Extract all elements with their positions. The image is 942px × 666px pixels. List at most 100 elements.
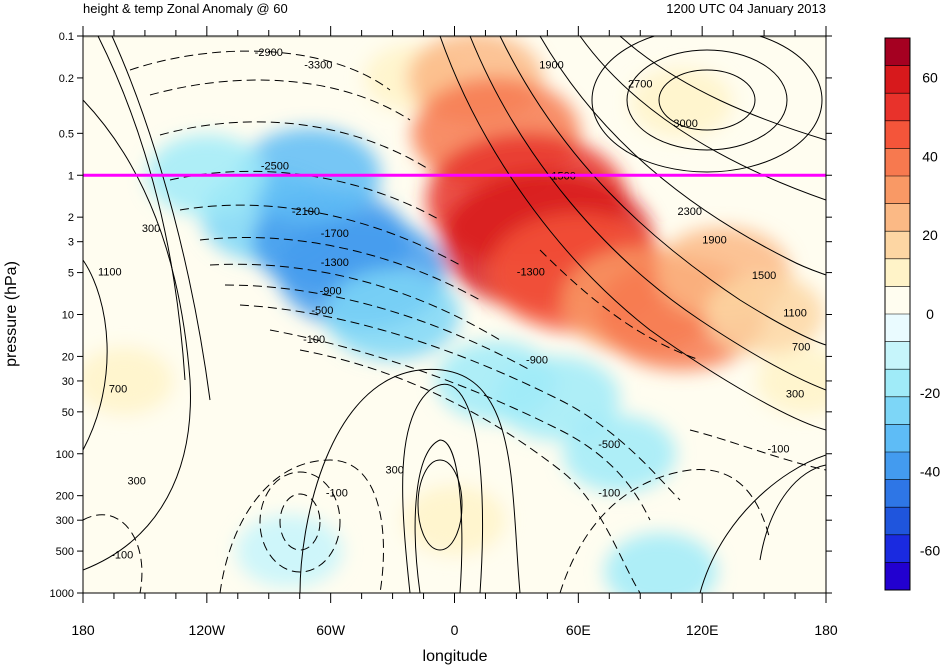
contour-label: -3300 bbox=[304, 59, 332, 71]
colorbar-tick-label: -20 bbox=[920, 385, 940, 401]
contour-label: 1100 bbox=[783, 308, 807, 320]
colorbar-tick-label: 40 bbox=[922, 148, 938, 164]
left-title: height & temp Zonal Anomaly @ 60 bbox=[83, 1, 288, 16]
contour-label: -900 bbox=[526, 354, 548, 366]
colorbar-swatch bbox=[885, 286, 910, 315]
temperature-anomaly-field bbox=[83, 36, 826, 593]
y-tick-label: 0.1 bbox=[59, 31, 74, 43]
y-tick-label: 5 bbox=[68, 268, 74, 280]
colorbar-swatch bbox=[885, 452, 910, 481]
contour-label: 300 bbox=[385, 465, 403, 477]
contour-label: 1500 bbox=[752, 270, 776, 282]
y-axis: 0.1 0.2 0.5 1 2 3 5 10 20 30 50 100 200 300 500 1000 bbox=[50, 31, 832, 600]
contour-label: 700 bbox=[792, 342, 810, 354]
anomaly-cell bbox=[403, 485, 506, 556]
colorbar-tick-label: 0 bbox=[926, 306, 934, 322]
contour-label: 1900 bbox=[539, 59, 563, 71]
contour-label: 1900 bbox=[702, 235, 726, 247]
anomaly-cell bbox=[325, 269, 461, 360]
anomaly-cell bbox=[756, 347, 826, 415]
y-tick-label: 2 bbox=[68, 212, 74, 224]
y-axis-label: pressure (hPa) bbox=[3, 261, 20, 367]
contour-labels: -2900-3300190027003000-2500-1500-2100230… bbox=[98, 47, 810, 562]
x-tick-label: 0 bbox=[451, 622, 459, 638]
y-tick-label: 0.5 bbox=[59, 128, 74, 140]
colorbar-frame bbox=[884, 37, 911, 591]
contour-label: 300 bbox=[127, 475, 145, 487]
x-tick-label: 120E bbox=[686, 622, 719, 638]
colorbar-swatch bbox=[885, 424, 910, 453]
colorbar-swatch bbox=[885, 231, 910, 260]
x-tick-label: 60E bbox=[566, 622, 591, 638]
y-tick-label: 300 bbox=[56, 515, 74, 527]
colorbar-tick-label: 60 bbox=[922, 69, 938, 85]
x-tick-label: 180 bbox=[814, 622, 838, 638]
colorbar-tick-label: -60 bbox=[920, 543, 940, 559]
anomaly-cell bbox=[630, 67, 733, 138]
y-tick-label: 20 bbox=[62, 351, 74, 363]
contour-label: -2100 bbox=[292, 206, 320, 218]
contour-label: 2700 bbox=[628, 79, 652, 91]
plot-area: -2900-3300190027003000-2500-1500-2100230… bbox=[83, 36, 826, 593]
colorbar-swatch bbox=[885, 479, 910, 508]
right-title: 1200 UTC 04 January 2013 bbox=[666, 1, 826, 16]
y-tick-label: 50 bbox=[62, 407, 74, 419]
colorbar-swatch bbox=[885, 258, 910, 287]
colorbar-swatch bbox=[885, 341, 910, 370]
contour-label: -100 bbox=[303, 334, 325, 346]
x-tick-label: 60W bbox=[316, 622, 346, 638]
contour-label: -1300 bbox=[321, 257, 349, 269]
contour-label: -2900 bbox=[255, 47, 283, 59]
colorbar-swatch bbox=[885, 314, 910, 343]
colorbar-swatch bbox=[885, 93, 910, 122]
colorbar: 60 40 20 0 -20 -40 -60 bbox=[884, 37, 940, 591]
contour-label: 1100 bbox=[98, 266, 122, 278]
contour-label: -500 bbox=[311, 305, 333, 317]
contour-label: -2500 bbox=[261, 160, 289, 172]
x-tick-label: 180 bbox=[71, 622, 95, 638]
colorbar-swatch bbox=[885, 65, 910, 94]
contour-label: 700 bbox=[109, 384, 127, 396]
colorbar-swatch bbox=[885, 176, 910, 205]
y-tick-label: 200 bbox=[56, 491, 74, 503]
colorbar-swatch bbox=[885, 120, 910, 149]
colorbar-swatch bbox=[885, 369, 910, 398]
contour-label: -900 bbox=[320, 285, 342, 297]
colorbar-swatch bbox=[885, 507, 910, 536]
y-tick-label: 100 bbox=[56, 449, 74, 461]
y-tick-label: 1000 bbox=[50, 588, 74, 600]
colorbar-swatch bbox=[885, 562, 910, 591]
anomaly-cell bbox=[563, 415, 677, 493]
colorbar-swatch bbox=[885, 148, 910, 177]
contour-label: -100 bbox=[598, 488, 620, 500]
y-tick-label: 30 bbox=[62, 376, 74, 388]
contour-label: -500 bbox=[598, 439, 620, 451]
anomaly-cell bbox=[495, 356, 620, 441]
y-tick-label: 0.2 bbox=[59, 73, 74, 85]
height-contours bbox=[83, 36, 826, 593]
anomaly-cell bbox=[83, 347, 174, 415]
contour-label: -100 bbox=[111, 550, 133, 562]
x-tick-label: 120W bbox=[189, 622, 226, 638]
colorbar-tick-label: 20 bbox=[922, 227, 938, 243]
contour-label: -100 bbox=[326, 488, 348, 500]
colorbar-swatch bbox=[885, 534, 910, 563]
colorbar-tick-label: -40 bbox=[920, 464, 940, 480]
y-tick-label: 10 bbox=[62, 310, 74, 322]
y-tick-label: 3 bbox=[68, 237, 74, 249]
contour-label: -1700 bbox=[321, 228, 349, 240]
contour-label: 3000 bbox=[673, 118, 697, 130]
y-tick-label: 1 bbox=[68, 170, 74, 182]
contour-label: -100 bbox=[768, 444, 790, 456]
y-tick-label: 500 bbox=[56, 546, 74, 558]
contour-label: 2300 bbox=[678, 206, 702, 218]
contour-label: 300 bbox=[786, 389, 804, 401]
anomaly-cell bbox=[604, 532, 718, 593]
contour-label: 300 bbox=[142, 223, 160, 235]
x-axis-label: longitude bbox=[423, 648, 488, 665]
colorbar-swatch bbox=[885, 203, 910, 232]
colorbar-swatch bbox=[885, 38, 910, 67]
colorbar-swatch bbox=[885, 396, 910, 425]
x-axis: 180 120W 60W 0 60E 120E 180 bbox=[71, 26, 838, 638]
